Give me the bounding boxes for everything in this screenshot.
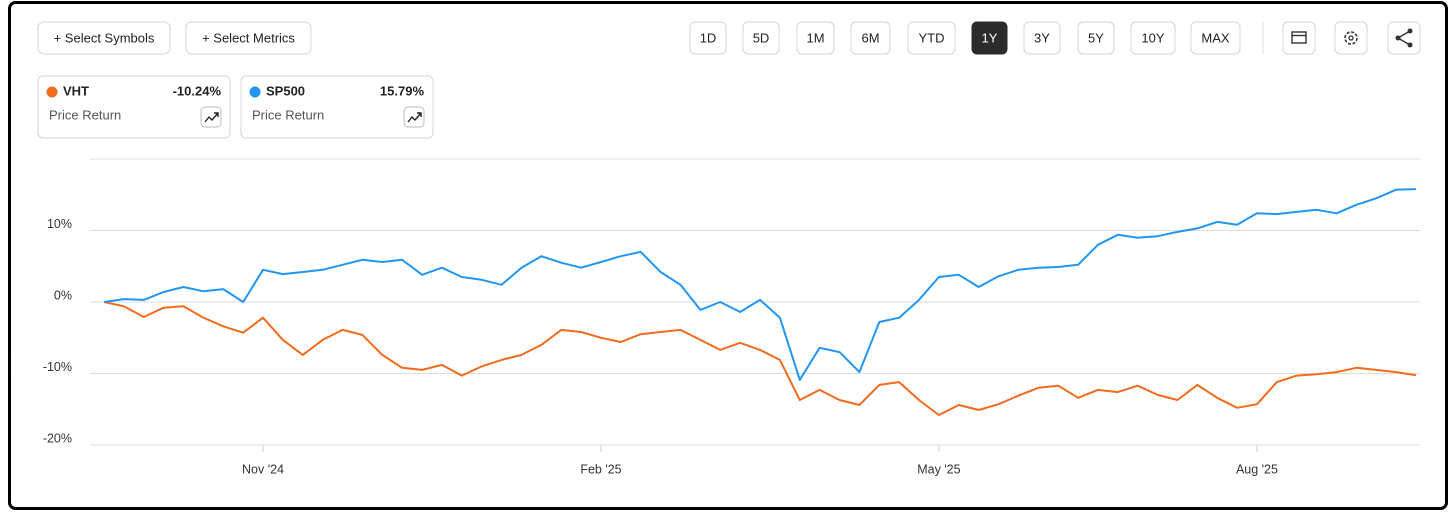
- trend-arrow: [407, 112, 422, 123]
- range-button[interactable]: [907, 21, 956, 55]
- series-line: [103, 301, 1417, 416]
- x-tick-label: Aug '25: [1236, 462, 1278, 476]
- button-label[interactable]: + Select Metrics: [202, 30, 295, 45]
- button-box[interactable]: [1387, 21, 1421, 55]
- range-button[interactable]: [1190, 21, 1241, 55]
- trend-icon[interactable]: [403, 106, 425, 128]
- range-button[interactable]: [1077, 21, 1115, 55]
- share-button[interactable]: [1387, 21, 1421, 55]
- legend-dot: [46, 86, 58, 98]
- legend-name: SP500: [266, 83, 305, 98]
- settings-button[interactable]: [1334, 21, 1368, 55]
- button-box[interactable]: [185, 21, 312, 55]
- button-box[interactable]: [1282, 21, 1316, 55]
- x-tick-label: Feb '25: [580, 462, 621, 476]
- legend-card[interactable]: [240, 75, 434, 139]
- button-box[interactable]: [37, 21, 171, 55]
- range-label[interactable]: YTD: [919, 30, 945, 45]
- range-button[interactable]: [689, 21, 727, 55]
- trend-icon[interactable]: [200, 106, 222, 128]
- range-label[interactable]: MAX: [1201, 30, 1230, 45]
- x-tick-label: Nov '24: [242, 462, 284, 476]
- legend-return: 15.79%: [380, 83, 425, 98]
- legend-name: VHT: [63, 83, 89, 98]
- range-button[interactable]: [1023, 21, 1061, 55]
- legend-card[interactable]: [37, 75, 231, 139]
- range-button[interactable]: [971, 21, 1008, 55]
- range-button[interactable]: [796, 21, 835, 55]
- icon: [1291, 31, 1307, 44]
- range-label[interactable]: 1M: [806, 30, 824, 45]
- trend-arrow: [204, 112, 219, 123]
- range-label[interactable]: 10Y: [1141, 30, 1164, 45]
- y-tick-label: -20%: [43, 431, 72, 445]
- range-label[interactable]: 5D: [753, 30, 770, 45]
- icon: [1407, 28, 1413, 34]
- legend-dot: [249, 86, 261, 98]
- icon: [1407, 42, 1413, 48]
- range-label[interactable]: 1Y: [982, 30, 998, 45]
- range-label[interactable]: 5Y: [1088, 30, 1104, 45]
- x-tick-label: May '25: [917, 462, 960, 476]
- button-label[interactable]: + Select Symbols: [54, 30, 155, 45]
- table-button[interactable]: [1282, 21, 1316, 55]
- y-tick-label: -10%: [43, 360, 72, 374]
- range-label[interactable]: 1D: [700, 30, 717, 45]
- series-line: [103, 188, 1417, 381]
- y-tick-label: 10%: [47, 217, 72, 231]
- icon: [1395, 35, 1401, 41]
- legend-metric: Price Return: [252, 107, 324, 122]
- range-label[interactable]: 6M: [861, 30, 879, 45]
- range-label[interactable]: 3Y: [1034, 30, 1050, 45]
- legend-return: -10.24%: [173, 83, 222, 98]
- range-button[interactable]: [1130, 21, 1176, 55]
- legend-metric: Price Return: [49, 107, 121, 122]
- range-button[interactable]: [850, 21, 891, 55]
- range-button[interactable]: [742, 21, 780, 55]
- y-tick-label: 0%: [54, 288, 72, 302]
- icon: [1348, 35, 1354, 41]
- button-box[interactable]: [1334, 21, 1368, 55]
- icon: [1344, 31, 1358, 45]
